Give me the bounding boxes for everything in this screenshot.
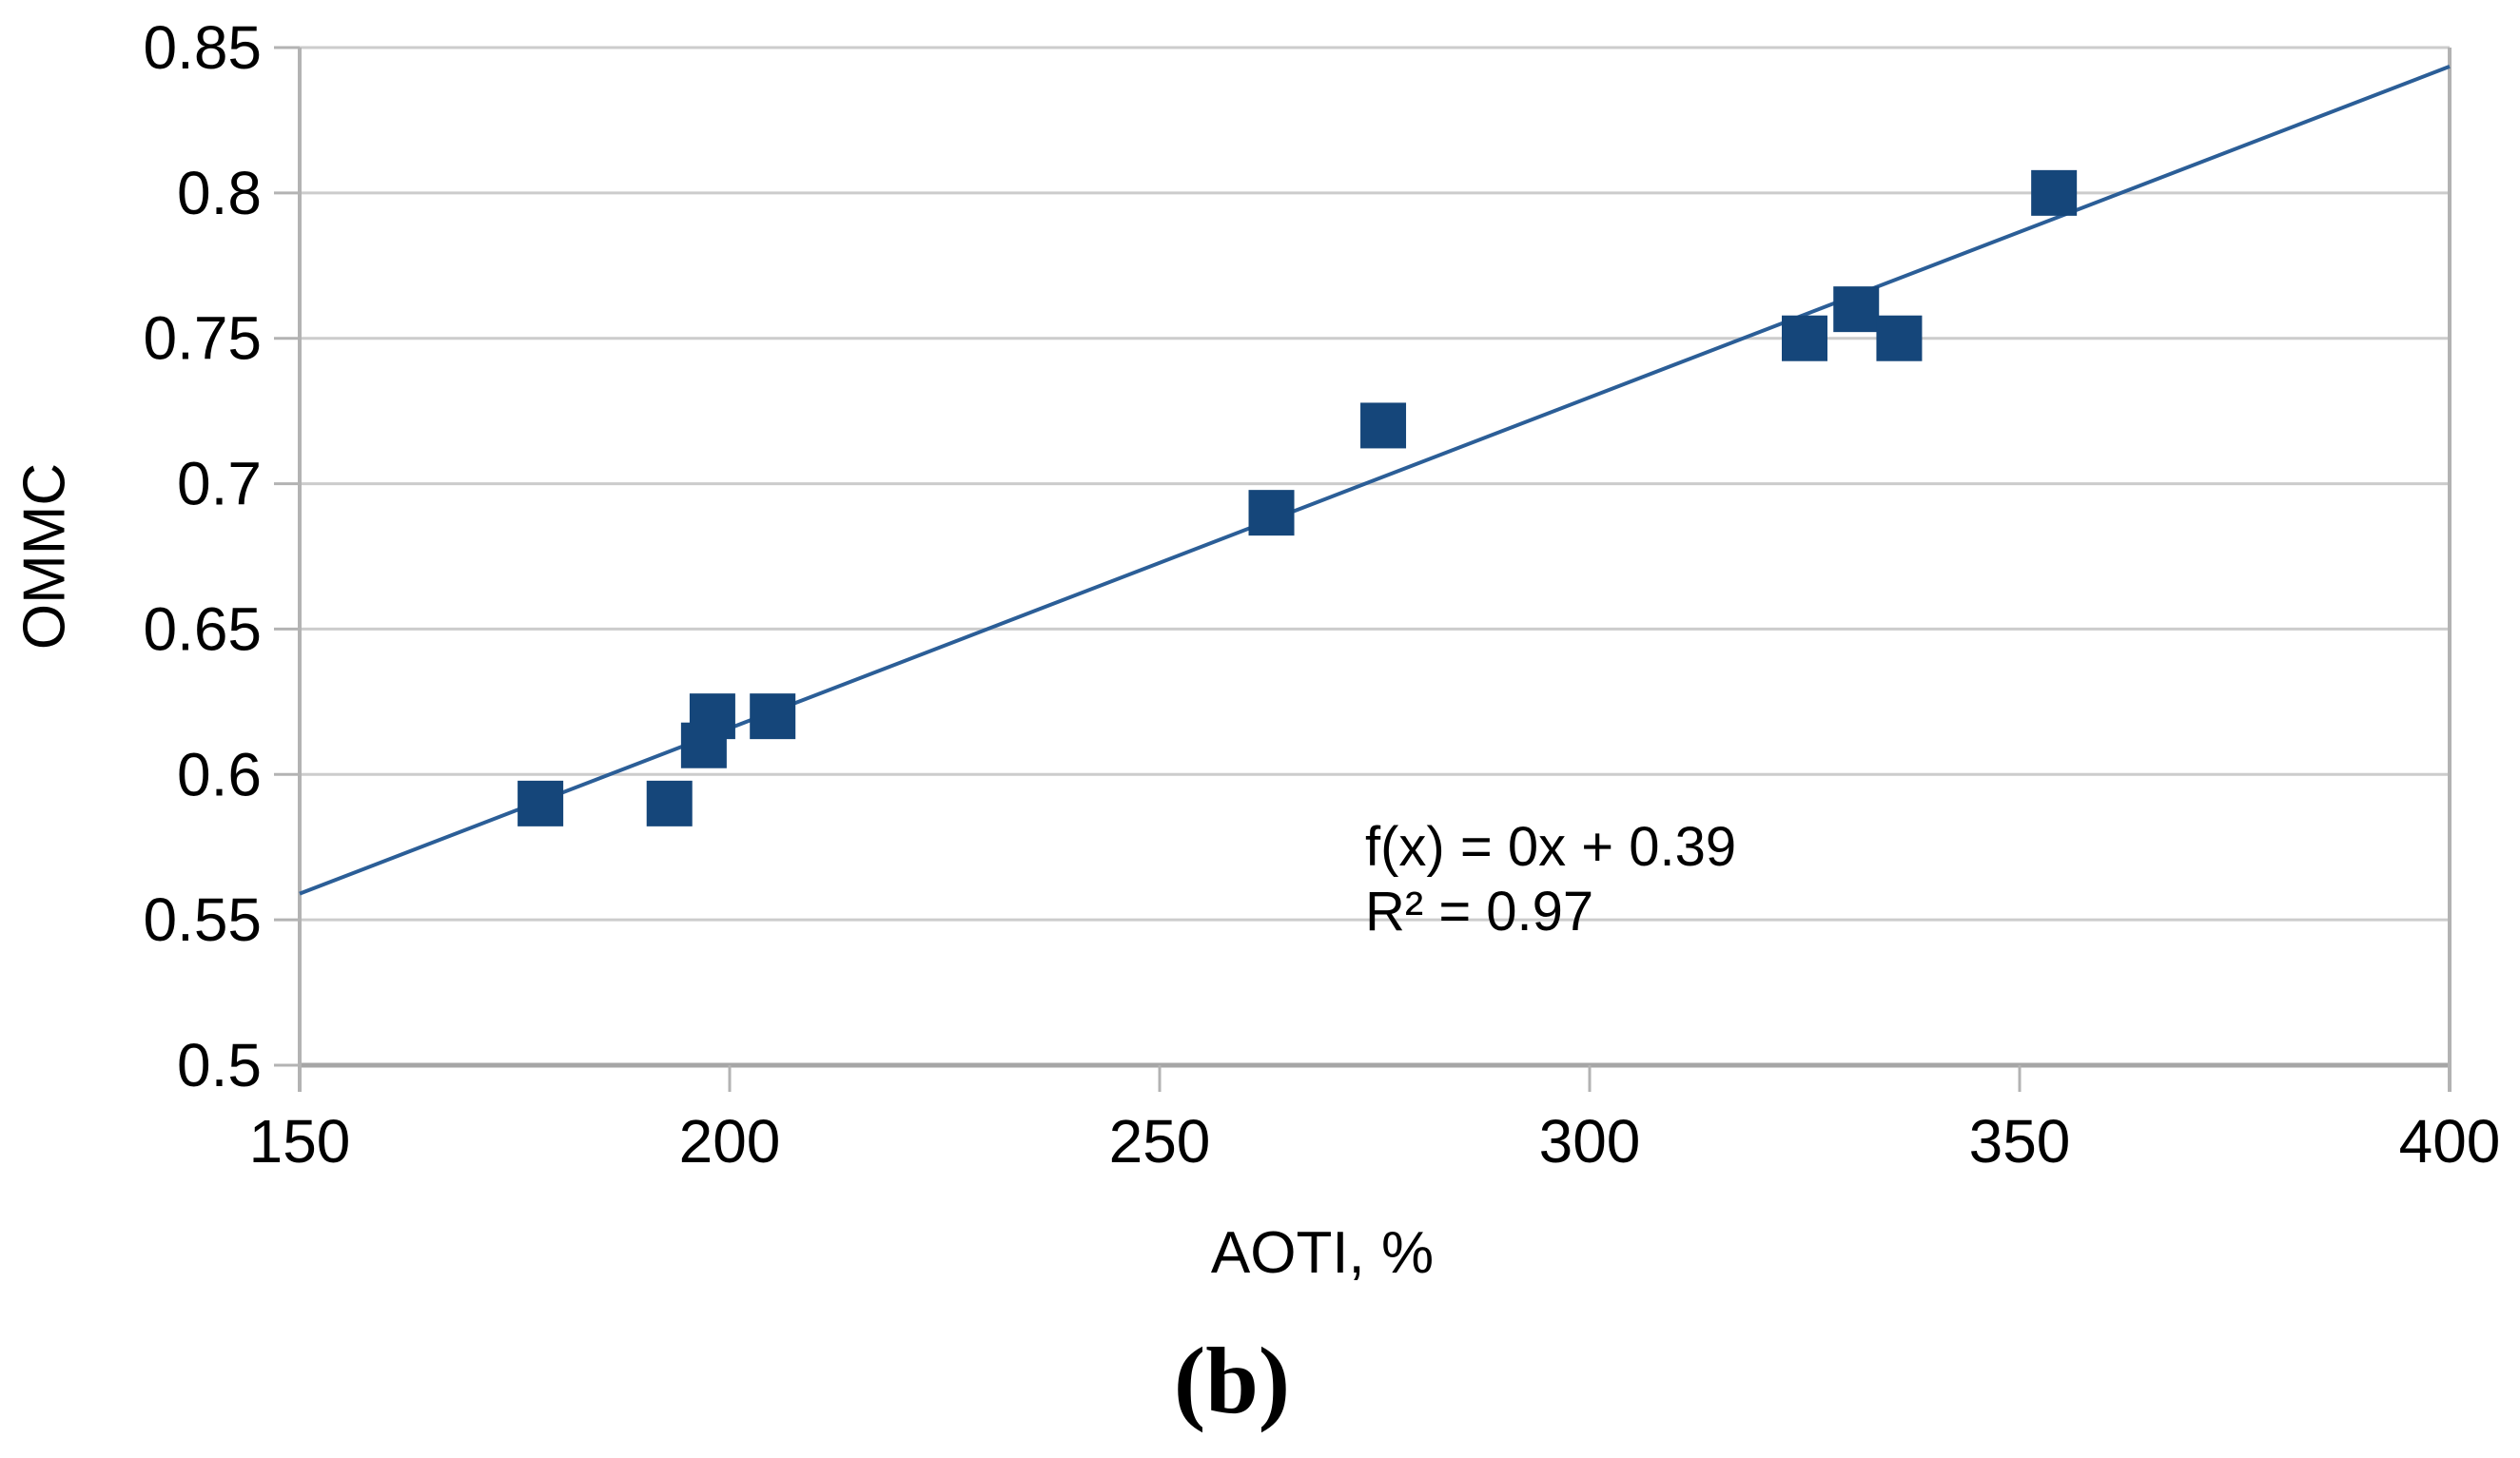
axes-group: [274, 46, 2452, 1092]
figure-caption: (b): [1174, 1328, 1290, 1433]
y-axis-title: OMMC: [12, 463, 78, 650]
x-tick-label: 300: [1539, 1107, 1641, 1176]
y-tick-label: 0.7: [177, 450, 262, 518]
data-point-marker: [689, 693, 735, 740]
x-tick-label: 350: [1969, 1107, 2071, 1176]
y-tick-label: 0.55: [143, 885, 262, 954]
data-point-marker: [750, 693, 796, 740]
tick-labels-group: 0.5 0.55 0.6 0.65 0.7 0.75 0.8 0.85 150 200 250 300…: [143, 13, 2500, 1176]
x-axis-title: AOTI, %: [1211, 1220, 1434, 1286]
y-tick-label: 0.65: [143, 594, 262, 663]
gridlines-group: [300, 46, 2450, 922]
x-tick-label: 150: [249, 1107, 351, 1176]
data-point-marker: [1248, 490, 1295, 536]
y-tick-label: 0.8: [177, 159, 262, 227]
x-tick-label: 250: [1109, 1107, 1211, 1176]
y-tick-label: 0.75: [143, 304, 262, 373]
data-point-marker: [646, 780, 693, 826]
x-tick-label: 400: [2399, 1107, 2501, 1176]
y-tick-label: 0.5: [177, 1031, 262, 1099]
data-point-marker: [1833, 286, 1880, 333]
data-point-marker: [518, 780, 564, 826]
data-point-marker: [1876, 315, 1923, 361]
y-tick-label: 0.85: [143, 13, 262, 82]
data-point-marker: [1360, 402, 1407, 449]
x-tick-label: 200: [679, 1107, 781, 1176]
data-points-group: [518, 169, 2078, 826]
r-squared-label: R² = 0.97: [1365, 881, 1593, 943]
y-tick-label: 0.6: [177, 740, 262, 808]
trendline-equation-label: f(x) = 0x + 0.39: [1365, 816, 1736, 878]
data-point-marker: [2031, 169, 2078, 216]
data-point-marker: [1782, 315, 1827, 361]
trendline: [299, 65, 2451, 896]
